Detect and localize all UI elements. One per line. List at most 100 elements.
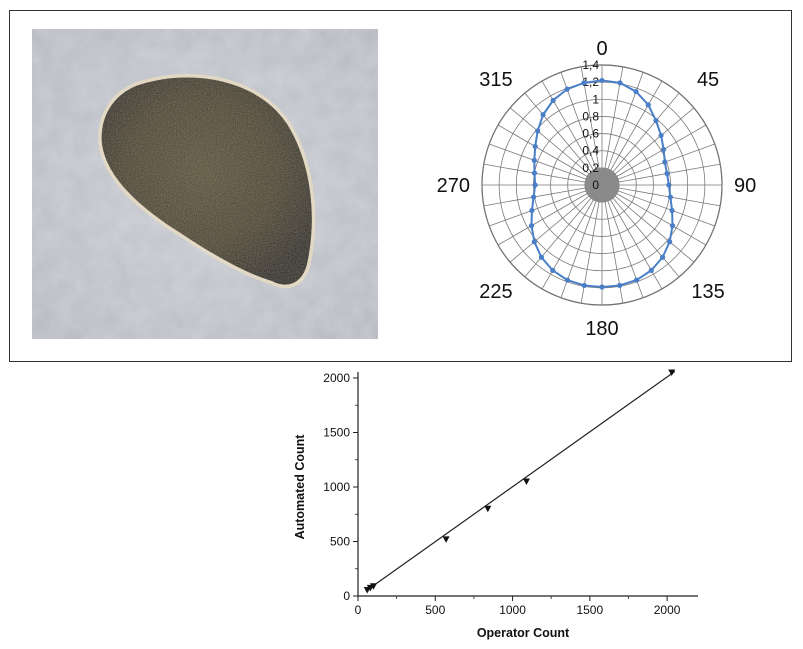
polar-data-point	[531, 239, 537, 245]
y-tick-label: 0	[343, 589, 350, 603]
polar-spoke	[483, 163, 603, 186]
polar-spoke	[601, 124, 707, 186]
scatter-axes	[353, 372, 698, 601]
x-tick-labels: 0 500 1000 1500 2000	[355, 603, 681, 617]
y-tick-label: 1000	[323, 480, 350, 494]
x-tick-label: 1000	[499, 603, 526, 617]
angle-label: 90	[734, 175, 756, 197]
radial-tick-label: 1	[592, 92, 599, 106]
polar-data-point	[660, 254, 666, 260]
polar-data-point	[669, 223, 676, 229]
polar-data-point	[669, 207, 675, 214]
scatter-marks	[363, 369, 676, 594]
polar-data-point	[666, 182, 672, 188]
x-tick-label: 500	[425, 603, 445, 617]
polar-ring	[567, 150, 637, 220]
polar-spoke	[601, 143, 715, 186]
scatter-point	[484, 505, 492, 513]
polar-spoke	[580, 66, 603, 186]
polar-ring	[550, 133, 654, 237]
y-tick-label: 1500	[323, 426, 350, 440]
polar-spoke	[497, 184, 603, 246]
polar-spoke	[497, 124, 603, 186]
polar-data-point	[653, 118, 659, 124]
polar-data-point	[667, 194, 673, 200]
polar-spoke	[601, 107, 695, 186]
polar-data-point	[645, 102, 651, 108]
scatter-point	[369, 583, 377, 590]
y-tick-label: 500	[330, 535, 350, 549]
polar-data-point	[661, 146, 667, 153]
polar-data-point	[564, 277, 571, 283]
fit-line	[365, 370, 676, 592]
polar-chart: 0 0,2 0,4 0,6 0,8 1 1,2 1,4 0 45 90 135 …	[437, 38, 757, 340]
radial-tick-label: 0,6	[582, 127, 599, 141]
polar-ring	[584, 167, 620, 203]
polar-data-point	[531, 157, 537, 163]
polar-data-point	[564, 86, 570, 92]
scatter-point	[442, 536, 450, 543]
polar-data-point	[664, 170, 670, 177]
radial-tick-label: 1,4	[582, 58, 599, 72]
polar-spoke	[601, 184, 680, 278]
polar-data-point	[667, 239, 673, 245]
polar-angle-labels: 0 45 90 135 180 225 270 315	[437, 38, 757, 340]
angle-label: 45	[697, 69, 719, 91]
angle-label: 0	[596, 38, 607, 60]
polar-spoke	[489, 143, 603, 186]
polar-spoke	[601, 66, 624, 186]
polar-ring	[481, 64, 723, 306]
polar-data-point	[581, 80, 587, 86]
polar-spoke	[489, 184, 603, 227]
radial-tick-label: 0,2	[582, 161, 599, 175]
polar-spoke	[509, 107, 603, 186]
polar-data-point	[550, 97, 556, 103]
polar-data-point	[528, 223, 535, 229]
radial-tick-label: 0,4	[582, 144, 599, 158]
polar-data-point	[648, 267, 654, 273]
microscope-cell-photo	[32, 29, 378, 339]
polar-spoke	[483, 184, 603, 207]
polar-data-point	[662, 159, 668, 165]
x-tick-label: 1500	[576, 603, 603, 617]
angle-label: 225	[479, 281, 512, 303]
polar-spoke	[601, 184, 695, 263]
polar-data-point	[550, 267, 556, 273]
polar-spoke	[601, 92, 680, 186]
y-axis-title: Automated Count	[293, 434, 307, 540]
polar-data-point	[599, 284, 605, 290]
polar-data-point	[581, 282, 587, 289]
scatter-point	[668, 369, 676, 377]
angle-label: 180	[585, 318, 618, 340]
y-tick-labels: 0 500 1000 1500 2000	[323, 371, 350, 603]
polar-data-point	[531, 194, 537, 200]
polar-spoke	[524, 184, 603, 278]
polar-data-point	[617, 282, 623, 289]
polar-spoke	[601, 184, 707, 246]
polar-spoke	[601, 184, 721, 207]
x-tick-label: 2000	[654, 603, 681, 617]
x-axis-title: Operator Count	[477, 626, 570, 640]
angle-label: 315	[479, 69, 512, 91]
radial-tick-label: 0,8	[582, 109, 599, 123]
polar-spoke	[509, 184, 603, 263]
top-panel: 0 0,2 0,4 0,6 0,8 1 1,2 1,4 0 45 90 135 …	[9, 10, 792, 362]
polar-data-point	[633, 88, 639, 95]
angle-label: 270	[437, 175, 470, 197]
polar-data-point	[532, 182, 538, 188]
polar-data-point	[599, 77, 605, 84]
radial-tick-label: 0	[592, 178, 599, 192]
polar-data-point	[633, 277, 640, 283]
scatter-point	[522, 478, 530, 486]
polar-spoke	[601, 184, 715, 227]
polar-data-point	[617, 80, 623, 86]
x-tick-label: 0	[355, 603, 362, 617]
polar-radial-ticks: 0 0,2 0,4 0,6 0,8 1 1,2 1,4	[582, 58, 599, 192]
polar-spoke	[601, 80, 663, 186]
polar-series	[528, 77, 676, 290]
angle-label: 135	[691, 281, 724, 303]
polar-data-point	[540, 112, 546, 118]
polar-ring	[515, 98, 689, 272]
y-tick-label: 2000	[323, 371, 350, 385]
